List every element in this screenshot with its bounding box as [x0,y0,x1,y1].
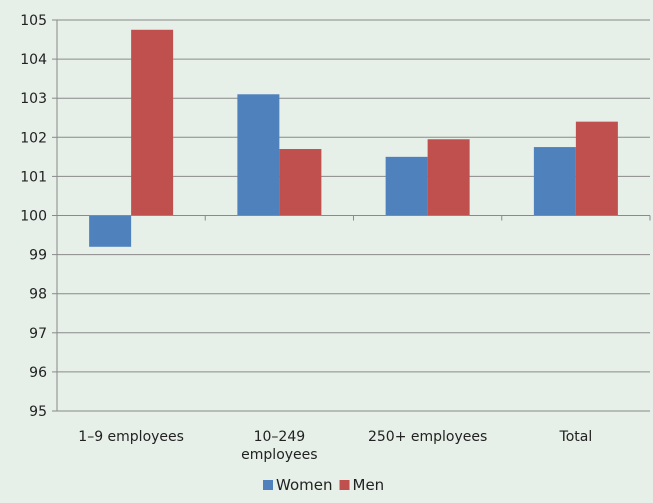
x-tick-label: 250+ employees [368,429,487,445]
x-tick-label: Total [559,429,593,445]
y-tick-label: 105 [20,13,47,29]
bar-men-1 [279,149,322,216]
bar-men-3 [575,121,618,216]
x-tick-label: 1–9 employees [78,429,184,445]
y-tick-label: 96 [29,365,47,381]
axes [52,19,651,412]
y-tick-label: 101 [20,169,47,185]
y-tick-label: 102 [20,130,47,146]
y-tick-label: 95 [29,404,47,420]
y-tick-label: 97 [29,326,47,342]
y-tick-label: 99 [29,248,47,264]
x-tick-labels: 1–9 employees 10–249 employees 250+ employe… [78,429,592,463]
bar-women-0 [89,215,132,247]
bars [89,29,618,247]
y-tick-labels: 95 96 97 98 99 100 101 102 103 104 105 [20,13,47,420]
y-tick-label: 103 [20,91,47,107]
y-tick-label: 100 [20,209,47,225]
bar-men-0 [131,29,174,216]
y-tick-label: 98 [29,287,47,303]
legend: Women Men [263,476,384,494]
bar-men-2 [427,139,470,216]
bar-women-3 [533,147,576,216]
x-tick-label: 10–249 employees [241,429,317,463]
legend-label-men: Men [353,476,385,494]
legend-swatch-men [339,480,350,490]
legend-label-women: Women [276,476,332,494]
legend-swatch-women [263,480,273,490]
bar-women-2 [385,156,428,216]
bar-women-1 [237,94,280,216]
y-tick-label: 104 [20,52,47,68]
